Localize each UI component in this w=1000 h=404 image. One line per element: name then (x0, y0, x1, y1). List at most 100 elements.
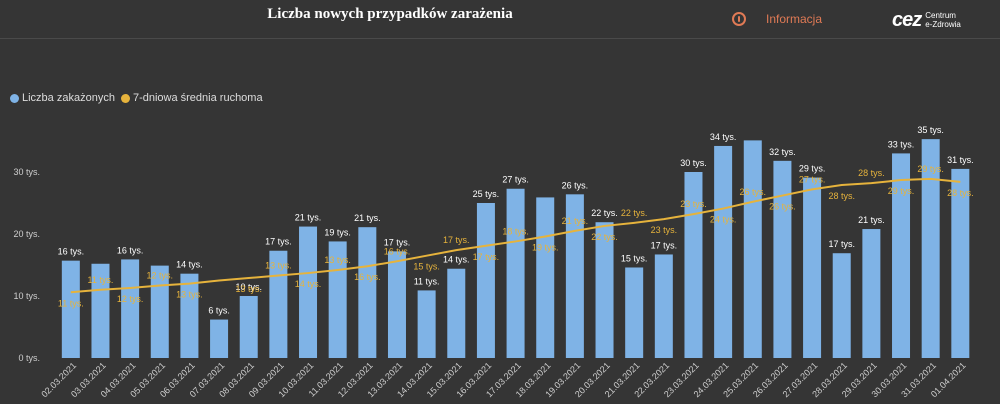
info-button[interactable]: Informacja (732, 8, 822, 30)
bar-value-label: 29 tys. (799, 164, 826, 174)
bar (714, 145, 733, 358)
bar (684, 172, 703, 358)
average-value-label: 13 tys. (176, 290, 203, 300)
bar-value-label: 15 tys. (621, 253, 648, 263)
bar-value-label: 17 tys. (651, 240, 678, 250)
bar (743, 140, 762, 358)
average-value-label: 13 tys. (235, 284, 262, 294)
bar-value-label: 22 tys. (591, 208, 618, 218)
bar (269, 250, 288, 358)
average-value-label: 11 tys. (88, 275, 114, 285)
bar (536, 197, 555, 358)
bar (654, 254, 673, 358)
average-value-label: 26 tys. (740, 187, 767, 197)
average-value-label: 19 tys. (532, 242, 559, 252)
bar-value-label: 34 tys. (710, 132, 737, 142)
average-value-label: 17 tys. (473, 252, 500, 262)
average-value-label: 29 tys. (888, 186, 915, 196)
bar-value-label: 31 tys. (947, 155, 974, 165)
bar (210, 319, 229, 358)
header-bar: Liczba nowych przypadków zarażenia Infor… (0, 0, 1000, 39)
chart-legend: Liczba zakażonych 7-dniowa średnia rucho… (10, 92, 269, 104)
bar-value-label: 17 tys. (384, 237, 411, 247)
average-value-label: 13 tys. (265, 261, 292, 271)
bar-value-label: 16 tys. (58, 247, 85, 257)
average-value-label: 21 tys. (562, 216, 589, 226)
average-value-label: 23 tys. (680, 199, 707, 209)
average-value-label: 28 tys. (947, 188, 974, 198)
page-title: Liczba nowych przypadków zarażenia (267, 6, 513, 22)
bar-value-label: 19 tys. (324, 227, 351, 237)
average-value-label: 18 tys. (502, 226, 529, 236)
average-value-label: 12 tys. (147, 270, 174, 280)
bar-value-label: 35 tys. (917, 125, 944, 135)
average-value-label: 26 tys. (769, 202, 796, 212)
average-value-label: 16 tys. (354, 272, 381, 282)
average-value-label: 27 tys. (799, 174, 826, 184)
average-value-label: 13 tys. (324, 255, 351, 265)
bar (832, 253, 851, 358)
average-value-label: 16 tys. (384, 246, 411, 256)
bar (506, 188, 525, 358)
bar (121, 259, 140, 358)
bar (476, 203, 495, 358)
bar (150, 265, 169, 358)
bar (565, 194, 584, 358)
bar (892, 153, 911, 358)
bar-value-label: 21 tys. (295, 213, 322, 223)
logo-line-2: e-Zdrowia (925, 20, 961, 29)
bar (417, 290, 436, 358)
legend-item-cases[interactable]: Liczba zakażonych (10, 92, 115, 104)
bar (862, 229, 881, 358)
bar-value-label: 14 tys. (176, 260, 203, 270)
bar-value-label: 21 tys. (858, 215, 885, 225)
legend-label-cases: Liczba zakażonych (22, 92, 115, 104)
bar-value-label: 17 tys. (828, 239, 855, 249)
average-value-label: 28 tys. (858, 168, 885, 178)
bar (921, 139, 940, 358)
bar-value-label: 16 tys. (117, 245, 144, 255)
info-label: Informacja (766, 12, 823, 26)
bar-value-label: 27 tys. (502, 175, 529, 185)
bar (358, 227, 377, 358)
bar-value-label: 33 tys. (888, 139, 915, 149)
bar-value-label: 6 tys. (208, 306, 230, 316)
bar-value-label: 21 tys. (354, 213, 381, 223)
bar (387, 251, 406, 358)
average-value-label: 28 tys. (828, 191, 855, 201)
bar (803, 177, 822, 358)
y-tick-label: 0 tys. (18, 353, 40, 363)
legend-dot-average (120, 93, 130, 103)
average-value-label: 11 tys. (58, 298, 84, 308)
info-icon (732, 12, 746, 26)
bar-value-label: 30 tys. (680, 158, 707, 168)
bar (447, 268, 466, 358)
bar-value-label: 32 tys. (769, 147, 796, 157)
bar (91, 263, 110, 358)
bar (625, 267, 644, 358)
average-value-label: 17 tys. (443, 235, 470, 245)
bar-value-label: 17 tys. (265, 237, 292, 247)
bar-value-label: 25 tys. (473, 189, 500, 199)
bar (773, 160, 792, 358)
average-value-label: 14 tys. (295, 279, 322, 289)
average-value-label: 22 tys. (621, 208, 648, 218)
bar-value-label: 26 tys. (562, 180, 589, 190)
bar (239, 296, 258, 358)
bar (299, 226, 318, 358)
legend-item-average[interactable]: 7-dniowa średnia ruchoma (120, 92, 263, 104)
bar (180, 273, 199, 358)
legend-dot-cases (10, 93, 19, 103)
y-tick-label: 30 tys. (13, 167, 40, 177)
cez-logo: cez Centrum e-Zdrowia (892, 6, 961, 34)
bar (951, 168, 970, 358)
logo-text: Centrum e-Zdrowia (925, 11, 961, 29)
bar-value-label: 10 tys. (235, 282, 262, 292)
average-value-label: 29 tys. (917, 164, 944, 174)
average-value-label: 15 tys. (413, 262, 440, 272)
average-line (70, 177, 961, 294)
legend-label-average: 7-dniowa średnia ruchoma (132, 92, 263, 104)
bar (595, 222, 614, 358)
average-value-label: 23 tys. (651, 225, 678, 235)
y-tick-label: 10 tys. (13, 291, 40, 301)
